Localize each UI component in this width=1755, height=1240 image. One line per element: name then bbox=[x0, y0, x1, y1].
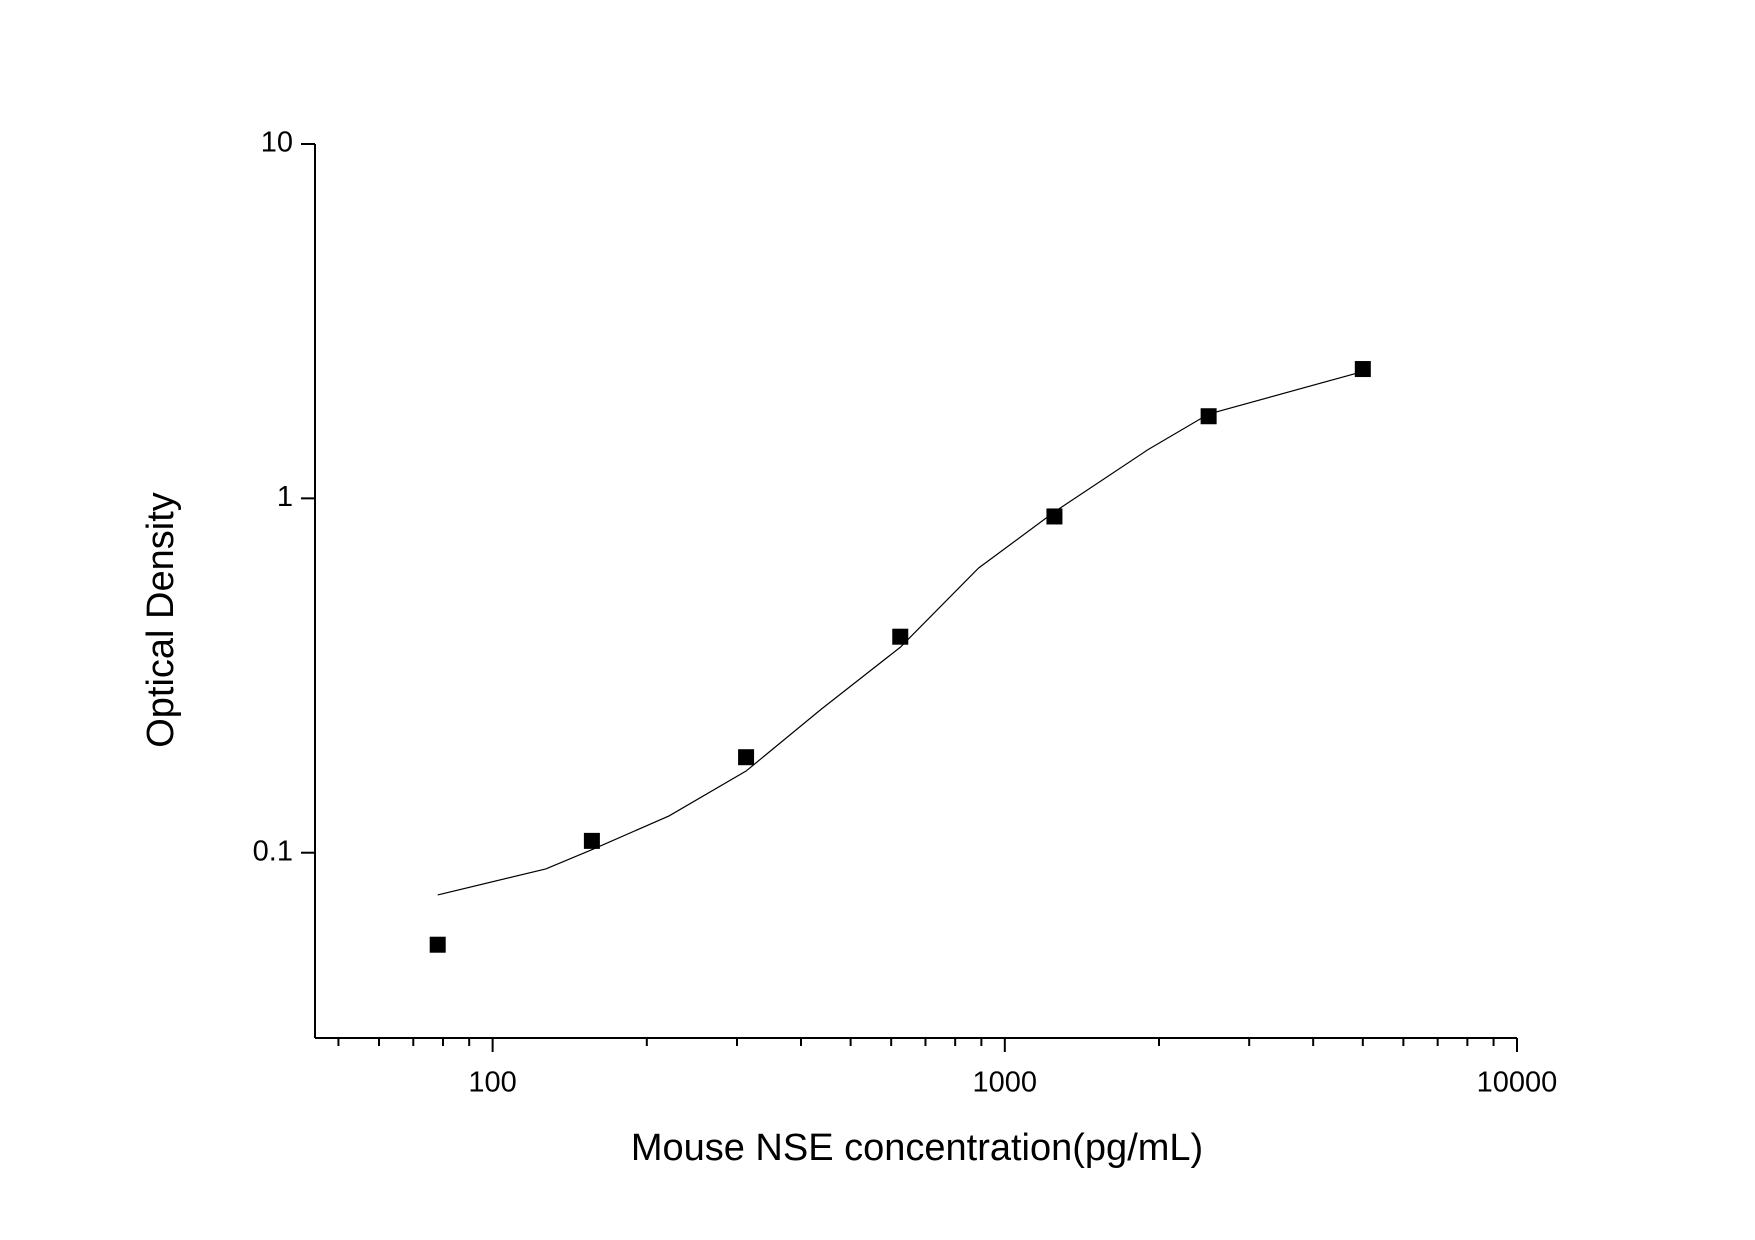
data-point bbox=[1354, 361, 1371, 378]
x-tick-label: 10000 bbox=[1477, 1067, 1558, 1099]
data-point bbox=[429, 936, 446, 953]
data-point bbox=[1046, 508, 1063, 525]
y-axis-title: Optical Density bbox=[140, 492, 182, 748]
y-tick-label: 0.1 bbox=[253, 835, 293, 867]
y-tick-label: 10 bbox=[261, 127, 293, 159]
fit-curve bbox=[437, 370, 1363, 896]
x-tick-label: 1000 bbox=[973, 1067, 1038, 1099]
data-point bbox=[583, 832, 600, 849]
y-tick-label: 1 bbox=[277, 481, 293, 513]
x-tick-label: 100 bbox=[468, 1067, 516, 1099]
data-point bbox=[738, 749, 755, 766]
data-point bbox=[892, 628, 909, 645]
data-point bbox=[1200, 408, 1217, 425]
x-axis-title: Mouse NSE concentration(pg/mL) bbox=[631, 1127, 1203, 1169]
